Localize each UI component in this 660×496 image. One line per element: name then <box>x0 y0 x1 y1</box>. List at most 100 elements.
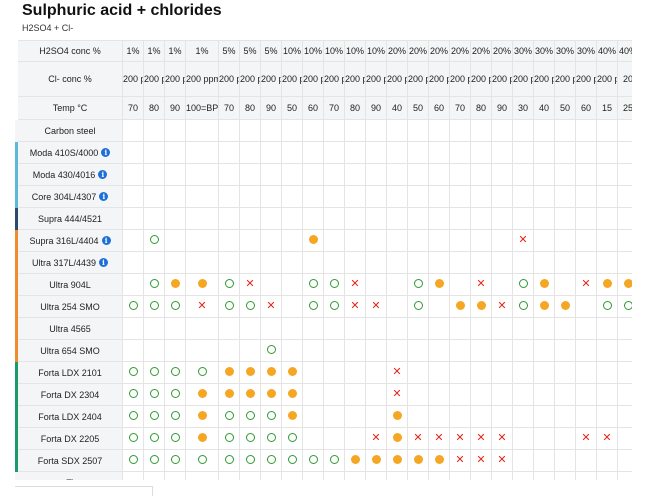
table-cell[interactable] <box>533 273 555 296</box>
table-cell[interactable]: ✕ <box>260 295 282 318</box>
table-cell[interactable] <box>302 449 324 472</box>
table-cell[interactable]: ✕ <box>344 295 366 318</box>
table-cell[interactable] <box>122 383 144 406</box>
material-label[interactable]: Moda 430/4016 i <box>15 163 123 186</box>
table-cell[interactable] <box>143 295 165 318</box>
table-cell[interactable] <box>218 427 240 450</box>
table-cell[interactable] <box>218 449 240 472</box>
table-cell[interactable]: ✕ <box>491 449 513 472</box>
table-cell[interactable] <box>143 361 165 384</box>
table-cell[interactable] <box>143 405 165 428</box>
table-cell[interactable] <box>143 427 165 450</box>
table-cell[interactable] <box>164 295 186 318</box>
table-cell[interactable] <box>143 229 165 252</box>
table-cell[interactable] <box>449 295 471 318</box>
table-cell[interactable] <box>617 295 632 318</box>
table-cell[interactable] <box>239 383 261 406</box>
table-cell[interactable] <box>281 405 303 428</box>
table-cell[interactable] <box>554 295 576 318</box>
table-cell[interactable] <box>218 361 240 384</box>
table-cell[interactable] <box>185 427 219 450</box>
table-cell[interactable]: ✕ <box>449 449 471 472</box>
table-cell[interactable]: ✕ <box>575 427 597 450</box>
table-cell[interactable] <box>302 295 324 318</box>
table-cell[interactable] <box>407 449 429 472</box>
table-cell[interactable]: ✕ <box>470 427 492 450</box>
table-cell[interactable] <box>428 449 450 472</box>
material-label[interactable]: Core 304L/4307 i <box>15 185 123 208</box>
table-cell[interactable] <box>596 273 618 296</box>
table-cell[interactable] <box>218 273 240 296</box>
table-cell[interactable]: ✕ <box>185 295 219 318</box>
table-cell[interactable]: ✕ <box>575 273 597 296</box>
table-cell[interactable] <box>260 339 282 362</box>
corrosion-table-viewport[interactable]: H2SO4 conc % 1% 1% 1% 1% 5% 5% 5% 10% 10% 10% 10% 10… <box>15 40 632 480</box>
table-cell[interactable] <box>260 405 282 428</box>
material-label[interactable]: Forta DX 2304 <box>15 383 123 406</box>
table-cell[interactable] <box>386 427 408 450</box>
table-cell[interactable] <box>122 295 144 318</box>
table-cell[interactable] <box>260 383 282 406</box>
material-label[interactable]: Supra 316L/4404 i <box>15 229 123 252</box>
info-icon[interactable]: i <box>101 148 111 157</box>
table-cell[interactable] <box>239 295 261 318</box>
material-label[interactable]: Forta LDX 2404 <box>15 405 123 428</box>
table-cell[interactable] <box>185 273 219 296</box>
table-cell[interactable] <box>281 449 303 472</box>
table-cell[interactable] <box>122 449 144 472</box>
table-cell[interactable] <box>596 295 618 318</box>
table-cell[interactable] <box>239 405 261 428</box>
table-cell[interactable] <box>164 273 186 296</box>
table-cell[interactable] <box>164 449 186 472</box>
table-cell[interactable] <box>260 449 282 472</box>
table-cell[interactable] <box>185 361 219 384</box>
table-cell[interactable] <box>386 405 408 428</box>
material-label[interactable]: Ultra 4565 <box>15 317 123 340</box>
table-cell[interactable] <box>344 449 366 472</box>
table-cell[interactable] <box>533 295 555 318</box>
table-cell[interactable]: ✕ <box>386 383 408 406</box>
table-cell[interactable]: ✕ <box>428 427 450 450</box>
table-cell[interactable] <box>185 405 219 428</box>
table-cell[interactable] <box>164 427 186 450</box>
material-label[interactable]: Forta SDX 2507 <box>15 449 123 472</box>
info-icon[interactable]: i <box>98 170 108 179</box>
table-cell[interactable] <box>164 361 186 384</box>
table-cell[interactable] <box>122 427 144 450</box>
info-icon[interactable]: i <box>99 192 109 201</box>
material-label[interactable]: Ultra 904L <box>15 273 123 296</box>
table-cell[interactable] <box>407 295 429 318</box>
material-label[interactable]: Moda 410S/4000 i <box>15 141 123 164</box>
table-cell[interactable] <box>164 383 186 406</box>
material-label[interactable]: Ti <box>15 471 123 480</box>
table-cell[interactable] <box>122 361 144 384</box>
table-cell[interactable]: ✕ <box>239 273 261 296</box>
table-cell[interactable] <box>239 449 261 472</box>
table-cell[interactable]: ✕ <box>344 273 366 296</box>
table-cell[interactable] <box>218 383 240 406</box>
table-cell[interactable] <box>218 295 240 318</box>
table-cell[interactable] <box>428 273 450 296</box>
table-cell[interactable] <box>239 427 261 450</box>
table-cell[interactable] <box>323 295 345 318</box>
table-cell[interactable] <box>185 383 219 406</box>
table-cell[interactable] <box>164 405 186 428</box>
table-cell[interactable] <box>323 273 345 296</box>
info-icon[interactable]: i <box>99 258 109 267</box>
table-cell[interactable] <box>617 273 632 296</box>
table-cell[interactable]: ✕ <box>512 229 534 252</box>
material-label[interactable]: Supra 444/4521 <box>15 207 123 230</box>
table-cell[interactable] <box>302 273 324 296</box>
info-icon[interactable]: i <box>101 236 111 245</box>
table-cell[interactable] <box>260 427 282 450</box>
table-cell[interactable]: ✕ <box>365 427 387 450</box>
table-cell[interactable] <box>143 449 165 472</box>
table-cell[interactable] <box>365 449 387 472</box>
table-cell[interactable] <box>512 295 534 318</box>
table-cell[interactable]: ✕ <box>491 427 513 450</box>
table-cell[interactable] <box>218 405 240 428</box>
table-cell[interactable] <box>143 273 165 296</box>
material-label[interactable]: Carbon steel <box>15 119 123 142</box>
table-cell[interactable]: ✕ <box>470 273 492 296</box>
material-label[interactable]: Forta LDX 2101 <box>15 361 123 384</box>
